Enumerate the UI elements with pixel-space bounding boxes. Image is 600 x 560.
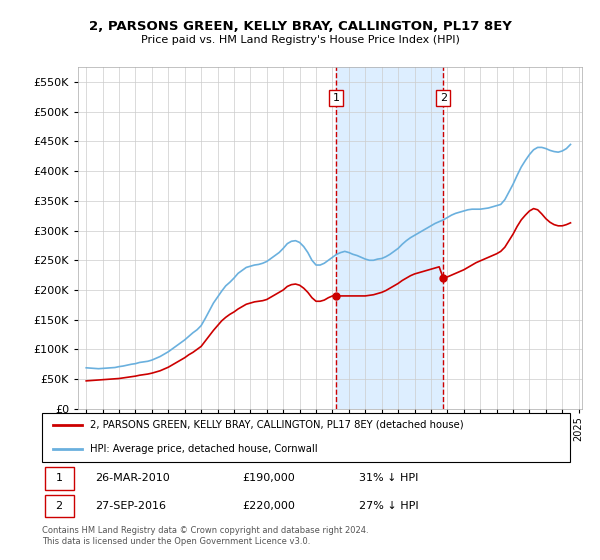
Text: HPI: Average price, detached house, Cornwall: HPI: Average price, detached house, Corn… [89, 444, 317, 454]
Text: 2: 2 [55, 501, 62, 511]
Text: 1: 1 [333, 93, 340, 103]
Bar [336, 67, 443, 409]
Text: £190,000: £190,000 [242, 473, 295, 483]
Text: 31% ↓ HPI: 31% ↓ HPI [359, 473, 418, 483]
Text: Price paid vs. HM Land Registry's House Price Index (HPI): Price paid vs. HM Land Registry's House … [140, 35, 460, 45]
Text: 2: 2 [440, 93, 447, 103]
Text: 2, PARSONS GREEN, KELLY BRAY, CALLINGTON, PL17 8EY (detached house): 2, PARSONS GREEN, KELLY BRAY, CALLINGTON… [89, 419, 463, 430]
Text: 27% ↓ HPI: 27% ↓ HPI [359, 501, 418, 511]
FancyBboxPatch shape [44, 495, 74, 517]
Text: 26-MAR-2010: 26-MAR-2010 [95, 473, 170, 483]
FancyBboxPatch shape [42, 413, 570, 462]
Text: £220,000: £220,000 [242, 501, 296, 511]
Text: 1: 1 [55, 473, 62, 483]
Text: Contains HM Land Registry data © Crown copyright and database right 2024.
This d: Contains HM Land Registry data © Crown c… [42, 526, 368, 546]
FancyBboxPatch shape [44, 467, 74, 489]
Text: 2, PARSONS GREEN, KELLY BRAY, CALLINGTON, PL17 8EY: 2, PARSONS GREEN, KELLY BRAY, CALLINGTON… [89, 20, 511, 32]
Text: 27-SEP-2016: 27-SEP-2016 [95, 501, 166, 511]
